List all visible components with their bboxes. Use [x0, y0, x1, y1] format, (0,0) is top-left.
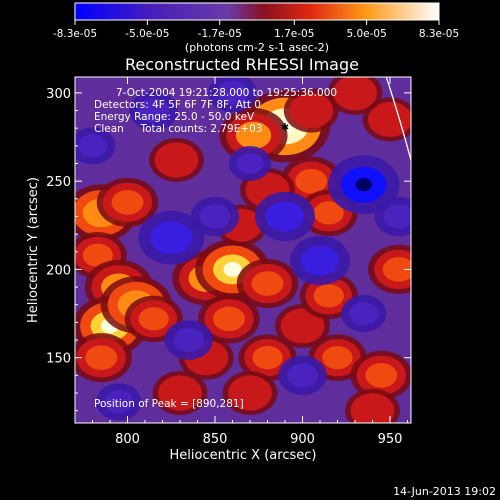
y-tick-label: 200	[46, 263, 71, 278]
feature-blob	[374, 196, 411, 237]
feature-blob	[96, 383, 142, 421]
image-features	[75, 77, 411, 423]
footer-date: 14-Jun-2013 19:02	[393, 485, 496, 498]
feature-blob	[208, 77, 257, 113]
feature-blob	[283, 88, 339, 133]
x-axis-label: Heliocentric X (arcsec)	[170, 448, 317, 463]
feature-blob	[149, 138, 204, 182]
feature-blob	[228, 146, 272, 181]
feature-blob	[255, 191, 315, 241]
solar-limb	[385, 77, 411, 163]
colorbar-tick-label: 8.3e-05	[419, 28, 459, 40]
feature-blob	[129, 90, 178, 131]
feature-blob	[350, 350, 411, 400]
peak-marker: ✱	[281, 122, 289, 133]
axis-ticks: 800 850 900 950 150 200 250 300	[46, 77, 411, 447]
colorbar-tick-label: 5.0e-05	[346, 28, 386, 40]
annotations: 7-Oct-2004 19:21:28.000 to 19:25:36.000 …	[94, 87, 337, 410]
feature-blob	[219, 108, 288, 163]
colorbar-ticks: -8.3e-05 -5.0e-05 -1.7e-05 1.7e-05 5.0e-05 8.…	[53, 20, 459, 40]
feature-blob	[290, 236, 350, 286]
colorbar-tick-label: -8.3e-05	[53, 28, 97, 40]
colorbar-tick-label: 1.7e-05	[274, 28, 314, 40]
annotation-detectors: Detectors: 4F 5F 6F 7F 8F, Att 0	[94, 99, 261, 111]
plot-frame	[74, 76, 412, 424]
feature-blob	[327, 155, 400, 214]
chart-title: Reconstructed RHESSI Image	[125, 55, 359, 74]
feature-blob	[327, 77, 383, 115]
y-tick-label: 300	[46, 87, 71, 102]
feature-blob	[362, 97, 411, 142]
feature-blob	[198, 294, 260, 344]
annotation-energy: Energy Range: 25.0 - 50.0 keV	[94, 111, 255, 123]
feature-blob	[96, 177, 159, 227]
feature-blob	[164, 320, 213, 360]
feature-blob	[278, 355, 327, 396]
feature-blob	[341, 294, 387, 333]
feature-blob	[152, 371, 208, 415]
x-tick-label: 800	[115, 432, 140, 447]
peak-position-label: Position of Peak = [890,281]	[94, 398, 244, 410]
x-tick-label: 900	[290, 432, 315, 447]
feature-blob	[75, 333, 132, 383]
feature-blob	[138, 210, 205, 265]
colorbar-tick-label: -5.0e-05	[125, 28, 169, 40]
feature-blob	[275, 303, 330, 348]
feature-blob	[222, 371, 278, 415]
x-tick-label: 950	[378, 432, 403, 447]
feature-blob	[345, 388, 400, 423]
y-axis-label: Heliocentric Y (arcsec)	[26, 177, 41, 323]
annotation-time: 7-Oct-2004 19:21:28.000 to 19:25:36.000	[116, 87, 337, 99]
feature-blob	[75, 127, 116, 165]
feature-blob	[190, 196, 240, 237]
y-tick-label: 250	[46, 175, 71, 190]
annotation-clean: Clean Total counts: 2.79E+03	[94, 123, 263, 135]
colorbar-tick-label: -1.7e-05	[198, 28, 242, 40]
colorbar-units: (photons cm-2 s-1 asec-2)	[185, 41, 329, 54]
feature-blob	[368, 244, 411, 295]
colorbar	[74, 2, 440, 21]
feature-blob	[236, 258, 299, 309]
y-tick-label: 150	[46, 352, 71, 367]
x-tick-label: 850	[203, 432, 228, 447]
